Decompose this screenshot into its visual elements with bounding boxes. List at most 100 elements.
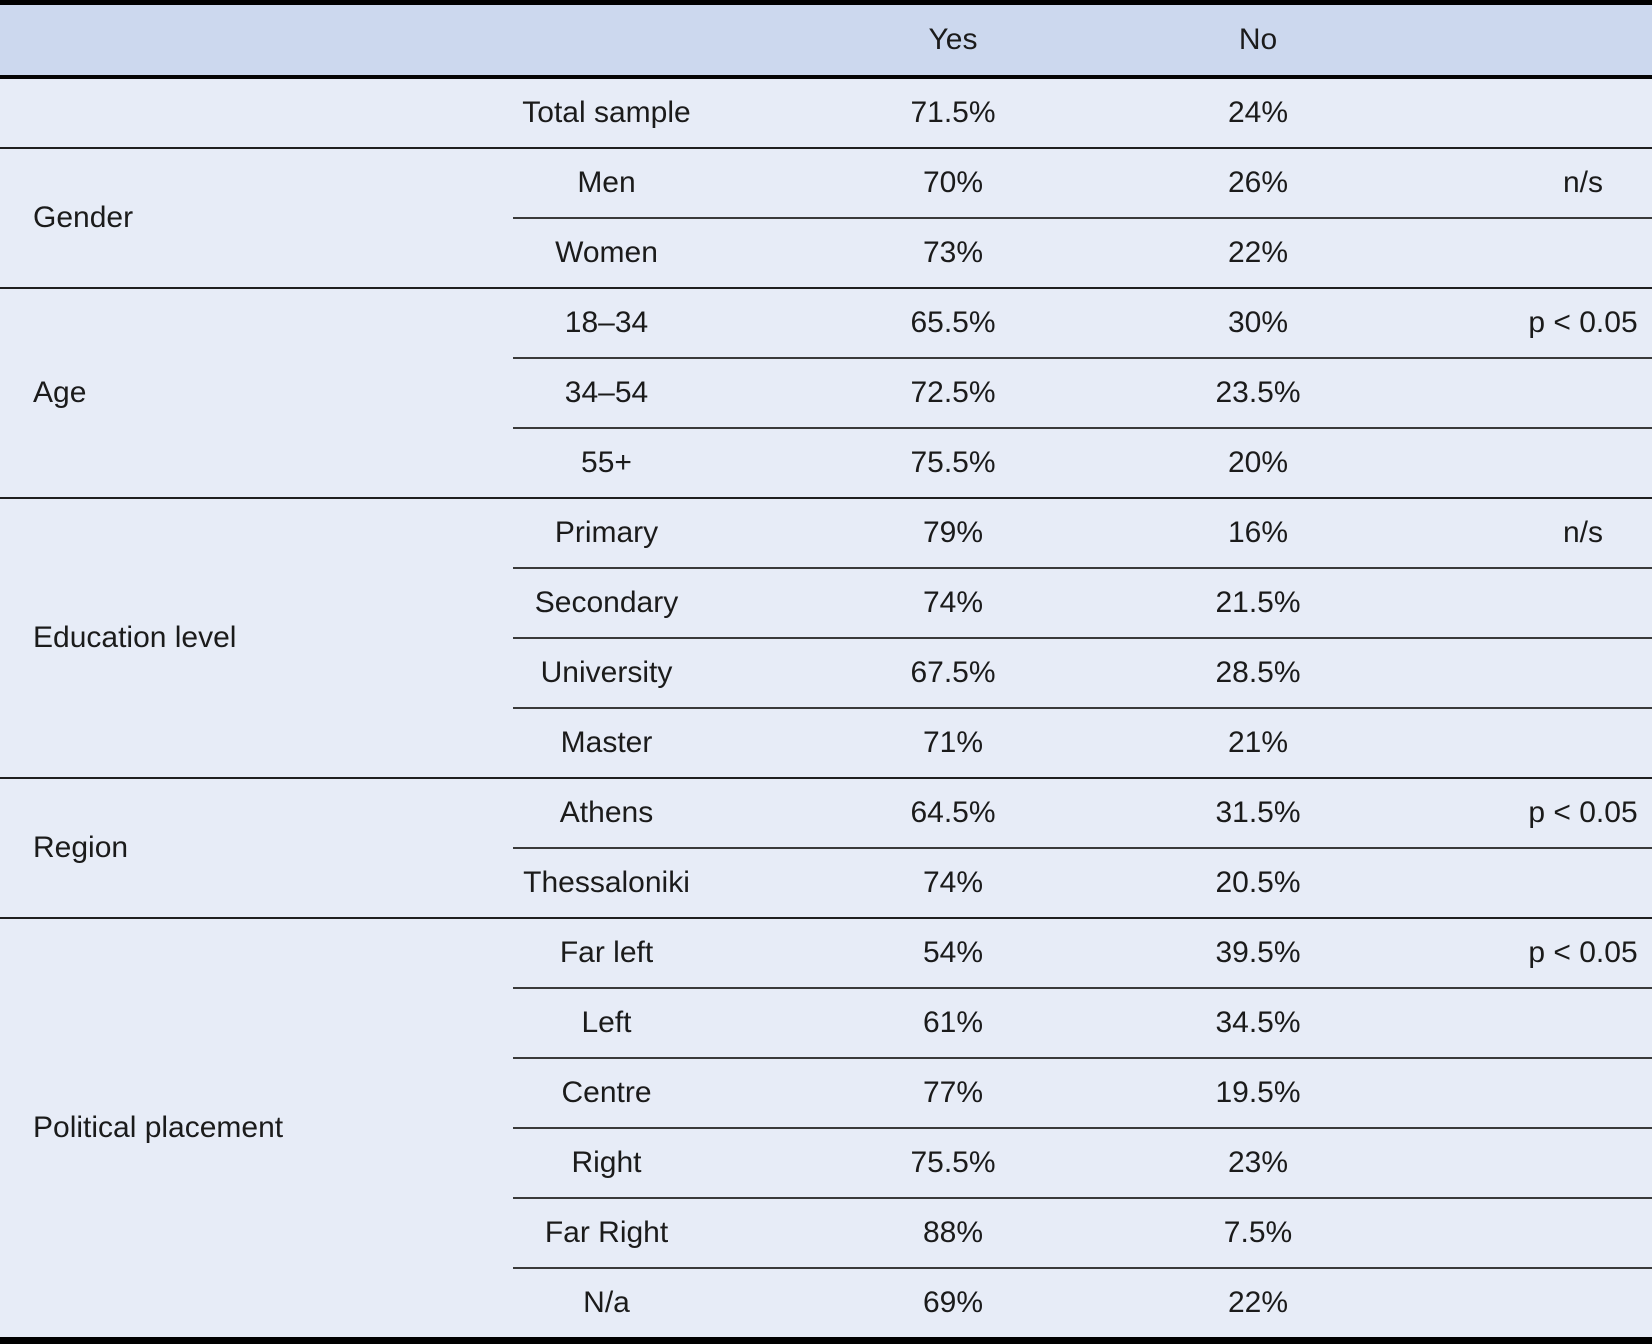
- table-row: Secondary 74% 21.5%: [0, 568, 1652, 639]
- no-value-cell: 22%: [1206, 218, 1310, 289]
- significance-cell: n/s: [1310, 498, 1652, 569]
- yes-value-cell: 77%: [700, 1058, 1206, 1129]
- header-category-spacer: [513, 2, 700, 79]
- yes-value-cell: 65.5%: [700, 288, 1206, 359]
- category-cell: 18–34: [513, 288, 700, 359]
- yes-value-cell: 70%: [700, 148, 1206, 219]
- table-row: Women 73% 22%: [0, 218, 1652, 289]
- category-cell: Left: [513, 988, 700, 1059]
- significance-cell: [1310, 568, 1652, 639]
- header-yes: Yes: [700, 2, 1206, 79]
- table-row: Master 71% 21%: [0, 708, 1652, 779]
- group-label: Gender: [0, 148, 513, 289]
- table-row: Far Right 88% 7.5%: [0, 1198, 1652, 1269]
- category-cell: 55+: [513, 428, 700, 499]
- yes-value-cell: 75.5%: [700, 428, 1206, 499]
- yes-value-cell: 71%: [700, 708, 1206, 779]
- group-label: Education level: [0, 498, 513, 779]
- significance-cell: p < 0.05: [1310, 288, 1652, 359]
- yes-value-cell: 71.5%: [700, 77, 1206, 149]
- significance-cell: [1310, 218, 1652, 289]
- table-row: Political placement Far left 54% 39.5% p < 0…: [0, 918, 1652, 1342]
- table-row: Region Athens 64.5% 31.5% p < 0.05: [0, 778, 1652, 919]
- significance-cell: [1310, 1198, 1652, 1269]
- category-cell: Women: [513, 218, 700, 289]
- yes-value-cell: 88%: [700, 1198, 1206, 1269]
- header-no: No: [1206, 2, 1310, 79]
- table-row: Gender Men 70% 26% n/s: [0, 148, 1652, 289]
- category-cell: Men: [513, 148, 700, 219]
- yes-value-cell: 75.5%: [700, 1128, 1206, 1199]
- yes-value-cell: 74%: [700, 848, 1206, 919]
- significance-cell: [1310, 428, 1652, 499]
- category-cell: Right: [513, 1128, 700, 1199]
- category-cell: University: [513, 638, 700, 709]
- table-row: Total sample 71.5% 24%: [0, 77, 1652, 149]
- category-cell: Thessaloniki: [513, 848, 700, 919]
- yes-value-cell: 67.5%: [700, 638, 1206, 709]
- table-row: Left 61% 34.5%: [0, 988, 1652, 1059]
- no-value-cell: 26%: [1206, 148, 1310, 219]
- no-value-cell: 24%: [1206, 77, 1310, 149]
- group-label: Region: [0, 778, 513, 919]
- no-value-cell: 20.5%: [1206, 848, 1310, 919]
- table-row: Education level Primary 79% 16% n/s: [0, 498, 1652, 779]
- significance-cell: p < 0.05: [1310, 778, 1652, 849]
- category-cell: Athens: [513, 778, 700, 849]
- group-label: Political placement: [0, 918, 513, 1342]
- table-row: University 67.5% 28.5%: [0, 638, 1652, 709]
- significance-cell: [1310, 358, 1652, 429]
- significance-cell: n/s: [1310, 148, 1652, 219]
- group-label: [0, 77, 513, 149]
- category-cell: Primary: [513, 498, 700, 569]
- yes-value-cell: 74%: [700, 568, 1206, 639]
- category-cell: Total sample: [513, 77, 700, 149]
- no-value-cell: 23.5%: [1206, 358, 1310, 429]
- no-value-cell: 21%: [1206, 708, 1310, 779]
- table-row: N/a 69% 22%: [0, 1268, 1652, 1341]
- no-value-cell: 28.5%: [1206, 638, 1310, 709]
- no-value-cell: 22%: [1206, 1268, 1310, 1341]
- category-cell: N/a: [513, 1268, 700, 1341]
- no-value-cell: 21.5%: [1206, 568, 1310, 639]
- significance-cell: p < 0.05: [1310, 918, 1652, 989]
- no-value-cell: 16%: [1206, 498, 1310, 569]
- table-row: 34–54 72.5% 23.5%: [0, 358, 1652, 429]
- results-table-body: Total sample 71.5% 24% Gender Men 70% 26% n/s Wo…: [0, 77, 1652, 1342]
- no-value-cell: 20%: [1206, 428, 1310, 499]
- header-significance-spacer: [1310, 2, 1652, 79]
- category-cell: 34–54: [513, 358, 700, 429]
- header-group-spacer: [0, 2, 513, 79]
- table-row: Right 75.5% 23%: [0, 1128, 1652, 1199]
- yes-value-cell: 69%: [700, 1268, 1206, 1341]
- no-value-cell: 19.5%: [1206, 1058, 1310, 1129]
- significance-cell: [1310, 988, 1652, 1059]
- yes-value-cell: 61%: [700, 988, 1206, 1059]
- header-row: Yes No: [0, 2, 1652, 79]
- significance-cell: [1310, 708, 1652, 779]
- yes-value-cell: 79%: [700, 498, 1206, 569]
- significance-cell: [1310, 848, 1652, 919]
- yes-value-cell: 64.5%: [700, 778, 1206, 849]
- group-label: Age: [0, 288, 513, 499]
- table-row: 55+ 75.5% 20%: [0, 428, 1652, 499]
- significance-cell: [1310, 77, 1652, 149]
- significance-cell: [1310, 638, 1652, 709]
- category-cell: Far left: [513, 918, 700, 989]
- table-row: Thessaloniki 74% 20.5%: [0, 848, 1652, 919]
- no-value-cell: 7.5%: [1206, 1198, 1310, 1269]
- yes-value-cell: 72.5%: [700, 358, 1206, 429]
- no-value-cell: 31.5%: [1206, 778, 1310, 849]
- table-row: Centre 77% 19.5%: [0, 1058, 1652, 1129]
- no-value-cell: 34.5%: [1206, 988, 1310, 1059]
- category-cell: Secondary: [513, 568, 700, 639]
- no-value-cell: 30%: [1206, 288, 1310, 359]
- significance-cell: [1310, 1268, 1652, 1341]
- significance-cell: [1310, 1058, 1652, 1129]
- category-cell: Far Right: [513, 1198, 700, 1269]
- no-value-cell: 23%: [1206, 1128, 1310, 1199]
- category-cell: Centre: [513, 1058, 700, 1129]
- yes-value-cell: 54%: [700, 918, 1206, 989]
- category-cell: Master: [513, 708, 700, 779]
